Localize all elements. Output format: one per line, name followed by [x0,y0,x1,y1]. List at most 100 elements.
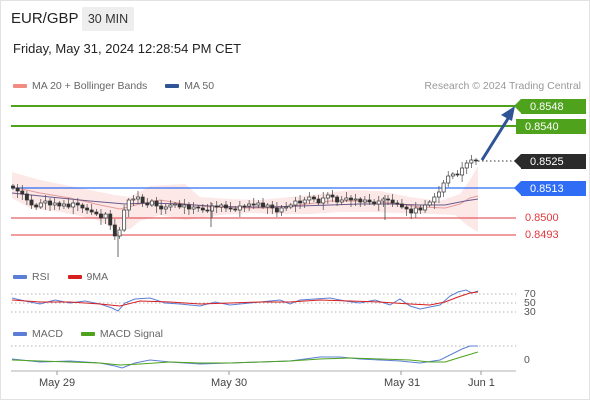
candle-body [205,209,210,212]
candle-body [358,198,363,203]
candle-body [376,200,381,205]
support2-value: 0.8493 [525,229,559,241]
candle-body [210,205,215,212]
rsi-line [11,289,479,312]
candle-body [474,159,478,162]
candle-body [224,204,228,209]
candle-body [38,202,43,208]
candle-body [34,204,39,208]
legend-swatch-ma50 [165,84,180,88]
candle-body [395,202,400,205]
candle-body [409,208,414,214]
candle-body [149,200,154,206]
legend-label-ma50: MA 50 [184,80,215,92]
candle-body [386,198,390,201]
candle-body [302,199,307,204]
candle-body [284,206,289,209]
x-label-may31: May 31 [384,377,421,389]
candle-body [159,205,164,210]
candle-body [191,206,196,210]
legend-item-macd: MACD [13,328,63,340]
candle-body [293,200,298,206]
candle-body [57,202,62,207]
candle-body [43,200,48,204]
candle-body [61,203,66,207]
candle-body [423,204,428,211]
candle-body [325,194,330,199]
candle-body [48,200,52,206]
legend-label-bollinger: MA 20 + Bollinger Bands [32,80,148,92]
main-legend: MA 20 + Bollinger Bands MA 50 [13,80,226,92]
target2-value: 0.8548 [530,100,564,113]
candle-body [261,202,265,208]
candle-body [404,206,409,210]
forecast-arrow-head [501,106,515,121]
candle-body [460,167,465,176]
rsi-level-30-label: 30 [524,306,536,318]
candle-body [108,213,113,226]
pivot-tag: 0.8513 [514,181,586,196]
candle-body [321,197,326,204]
candle-body [427,201,432,206]
legend-item-ma50: MA 50 [165,80,214,92]
candle-body [247,203,252,207]
x-label-may29: May 29 [39,377,76,389]
candle-body [112,224,117,237]
legend-swatch-9ma [67,275,82,279]
candle-body [279,207,284,213]
candle-body [242,205,247,208]
legend-item-macd-signal: MACD Signal [80,328,163,340]
candle-body [94,211,99,215]
candle-body [136,196,140,200]
candle-body [237,205,242,211]
candle-body [163,206,168,210]
rsi-9ma-line [11,291,479,307]
pivot-value: 0.8513 [530,182,564,195]
credit-text: Research © 2024 Trading Central [424,80,581,92]
candle-body [344,197,349,201]
candle-body [432,196,437,203]
candle-body [233,208,238,211]
candle-body [335,196,340,203]
candle-body [11,185,15,189]
candle-body [274,207,279,213]
macd-signal-line [11,351,479,366]
support1-value: 0.8500 [525,212,559,224]
candle-body [154,200,159,207]
candle-body [177,203,182,208]
last-price-tag: 0.8525 [514,154,586,169]
target2-tag: 0.8548 [514,99,586,114]
candle-body [399,203,404,208]
candle-body [316,198,321,204]
candle-body [307,196,312,201]
candle-body [122,209,127,231]
candle-body [256,202,261,206]
candle-body [469,159,474,164]
candle-body [270,204,275,209]
candle-body [265,204,270,208]
target1-tag: 0.8540 [516,119,586,134]
candle-body [372,201,377,205]
last-price-value: 0.8525 [530,155,564,168]
candle-body [145,202,150,206]
candle-body [20,190,25,195]
candle-body [353,198,358,201]
macd-legend: MACD MACD Signal [13,328,175,340]
legend-swatch-macd-signal [80,332,95,336]
rsi-level-70-label: 70 [524,288,536,300]
ma20-line [11,186,479,210]
candle-body [173,203,177,206]
candle-body [330,194,335,198]
legend-item-rsi: RSI [13,271,50,283]
candle-body [103,213,108,219]
candle-body [140,196,145,204]
candle-body [251,203,256,206]
candle-body [214,205,219,208]
candle-body [168,204,173,208]
legend-item-9ma: 9MA [67,271,108,283]
timeframe-badge[interactable]: 30 MIN [82,7,134,31]
datetime-stamp: Friday, May 31, 2024 12:28:54 PM CET [13,41,242,56]
candle-body [390,199,395,204]
rsi-legend: RSI 9MA [13,271,120,283]
